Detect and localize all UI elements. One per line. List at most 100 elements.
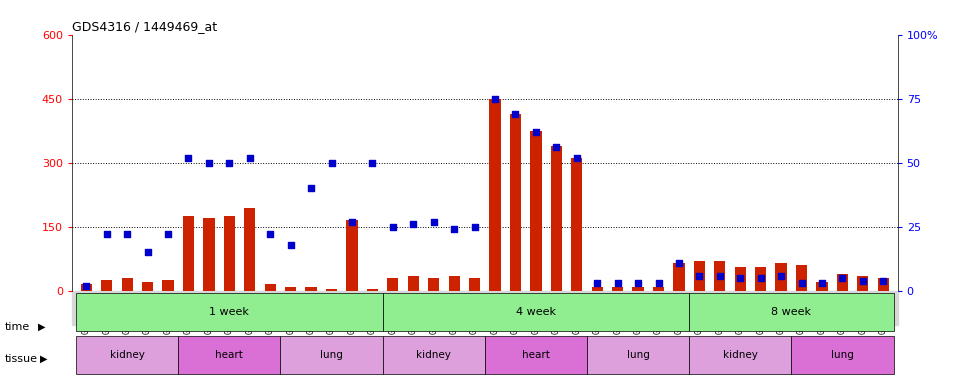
Bar (469, 278, 480, 291)
Point (283, 242, 299, 248)
Bar (383, 293, 689, 331)
Bar (689, 293, 894, 331)
Bar (305, 286, 317, 291)
Bar (694, 261, 705, 291)
Point (794, 280, 809, 286)
Point (242, 154, 257, 161)
Point (99, 232, 114, 238)
Bar (551, 146, 562, 291)
Point (631, 280, 646, 286)
Point (222, 160, 237, 166)
Point (651, 280, 666, 286)
Text: GDS4316 / 1449469_at: GDS4316 / 1449469_at (72, 20, 217, 33)
Bar (714, 261, 726, 291)
Bar (796, 265, 807, 291)
Bar (776, 263, 787, 291)
Point (610, 280, 625, 286)
Point (671, 260, 686, 266)
Point (303, 185, 319, 191)
Point (712, 272, 728, 278)
Bar (101, 280, 112, 291)
Point (119, 232, 134, 238)
Bar (280, 336, 383, 374)
Point (549, 144, 564, 151)
Bar (530, 131, 541, 291)
Text: tissue: tissue (5, 354, 37, 364)
Bar (285, 286, 297, 291)
Bar (383, 336, 485, 374)
Bar (837, 274, 848, 291)
Bar (347, 220, 357, 291)
Bar (633, 286, 644, 291)
Bar (408, 276, 419, 291)
Text: ▶: ▶ (40, 354, 48, 364)
Point (365, 160, 380, 166)
Bar (877, 278, 889, 291)
Point (467, 224, 482, 230)
Bar (857, 276, 869, 291)
Point (589, 280, 605, 286)
Point (732, 275, 748, 281)
Point (753, 275, 768, 281)
Bar (367, 289, 378, 291)
Point (262, 232, 277, 238)
Bar (204, 218, 214, 291)
Bar (587, 336, 689, 374)
Text: ▶: ▶ (38, 322, 46, 332)
Text: time: time (5, 322, 30, 332)
Bar (591, 286, 603, 291)
Point (488, 96, 503, 102)
Bar (162, 280, 174, 291)
Text: kidney: kidney (109, 350, 145, 360)
Bar (76, 336, 179, 374)
Point (692, 272, 708, 278)
Text: 4 week: 4 week (516, 307, 556, 317)
Bar (325, 289, 337, 291)
Bar (179, 336, 280, 374)
Text: 8 week: 8 week (771, 307, 811, 317)
Point (855, 278, 871, 284)
Point (569, 154, 585, 161)
Bar (510, 114, 521, 291)
Point (528, 129, 543, 135)
Bar (244, 208, 255, 291)
Bar (142, 282, 154, 291)
Bar (816, 282, 828, 291)
Bar (448, 276, 460, 291)
Text: lung: lung (627, 350, 650, 360)
Bar (485, 336, 587, 374)
Bar (182, 216, 194, 291)
Text: 1 week: 1 week (209, 307, 250, 317)
Point (774, 272, 789, 278)
Text: kidney: kidney (417, 350, 451, 360)
Point (814, 280, 829, 286)
Bar (265, 285, 276, 291)
Point (385, 224, 400, 230)
Bar (689, 336, 791, 374)
Point (160, 232, 176, 238)
Point (202, 160, 217, 166)
Bar (653, 286, 664, 291)
Point (835, 275, 851, 281)
Point (140, 249, 156, 255)
Bar (76, 293, 383, 331)
Point (446, 226, 462, 232)
Bar (122, 278, 132, 291)
Point (324, 160, 339, 166)
Bar (612, 286, 623, 291)
Text: kidney: kidney (723, 350, 757, 360)
Point (345, 218, 360, 225)
Point (508, 111, 523, 117)
Bar (72, 291, 898, 325)
Point (79, 283, 94, 289)
Bar (734, 267, 746, 291)
Text: lung: lung (320, 350, 343, 360)
Point (876, 278, 891, 284)
Bar (224, 216, 235, 291)
Bar (571, 159, 583, 291)
Bar (673, 263, 684, 291)
Bar (490, 99, 500, 291)
Bar (756, 267, 766, 291)
Point (405, 221, 420, 227)
Bar (428, 278, 440, 291)
